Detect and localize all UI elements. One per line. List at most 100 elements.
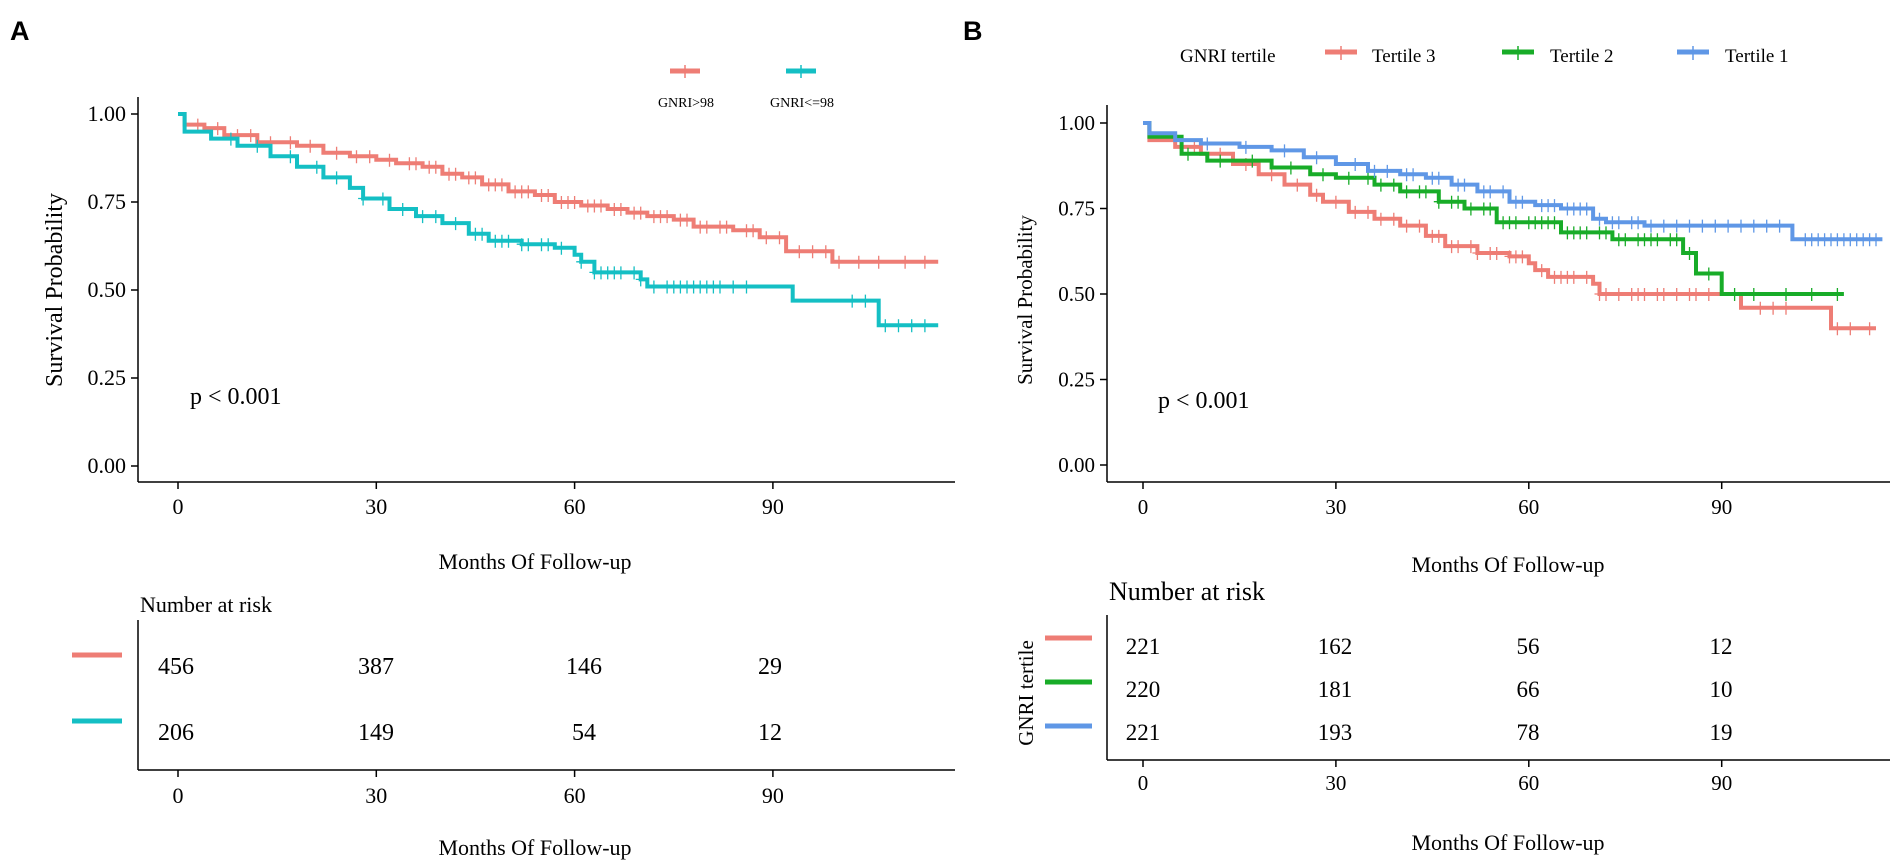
censor-mark-tertile-2	[1388, 178, 1399, 192]
censor-mark-gnri-high	[470, 171, 481, 185]
censor-mark-tertile-2	[1601, 226, 1611, 240]
censor-mark-tertile-2	[1285, 161, 1296, 175]
censor-mark-tertile-1	[1549, 199, 1560, 213]
censor-mark-tertile-1	[1723, 219, 1734, 233]
censor-mark-tertile-2	[1748, 288, 1759, 301]
censor-mark-tertile-3	[1453, 240, 1464, 254]
censor-mark-gnri-high	[596, 199, 606, 213]
panel-a-xtick-label: 90	[762, 494, 784, 519]
censor-mark-tertile-3	[1703, 288, 1714, 301]
censor-mark-gnri-low	[715, 280, 725, 294]
censor-mark-tertile-3	[1781, 301, 1791, 315]
censor-mark-tertile-2	[1781, 288, 1791, 301]
censor-mark-tertile-1	[1761, 219, 1772, 233]
censor-mark-tertile-1	[1382, 164, 1393, 178]
censor-mark-tertile-1	[1581, 202, 1592, 216]
censor-mark-tertile-3	[1658, 288, 1669, 301]
panel-b-label: B	[963, 16, 983, 46]
censor-mark-tertile-3	[1433, 229, 1444, 243]
censor-mark-gnri-high	[384, 153, 395, 167]
censor-mark-gnri-low	[648, 280, 659, 294]
censor-mark-tertile-1	[1517, 195, 1528, 209]
panel-b-ylabel: Survival Probability	[1013, 215, 1037, 385]
censor-mark-tertile-2	[1420, 185, 1431, 199]
censor-mark-tertile-1	[1684, 219, 1695, 233]
censor-mark-gnri-high	[212, 122, 223, 136]
censor-mark-gnri-high	[635, 206, 646, 220]
censor-mark-tertile-1	[1774, 219, 1785, 233]
censor-mark-gnri-low	[450, 217, 461, 231]
risk-value-tertile-2: 66	[1517, 677, 1540, 702]
censor-mark-tertile-2	[1684, 247, 1695, 260]
censor-mark-tertile-1	[1594, 212, 1605, 226]
panel-a-risk-xtick-label: 0	[173, 783, 184, 808]
censor-mark-tertile-2	[1318, 168, 1328, 182]
risk-value-tertile-2: 10	[1710, 677, 1733, 702]
censor-mark-tertile-3	[1330, 195, 1341, 209]
censor-mark-tertile-3	[1517, 250, 1528, 264]
censor-mark-tertile-3	[1465, 240, 1476, 254]
panel-b-xlabel: Months Of Follow-up	[1411, 552, 1604, 577]
censor-mark-tertile-1	[1408, 168, 1419, 182]
risk-value-tertile-3: 56	[1517, 634, 1540, 659]
censor-mark-gnri-low	[728, 280, 739, 294]
censor-mark-tertile-1	[1613, 216, 1624, 230]
censor-mark-tertile-3	[1639, 288, 1650, 301]
panel-a-ytick-label: 0.00	[88, 453, 127, 478]
censor-mark-tertile-3	[1864, 322, 1875, 336]
censor-mark-tertile-2	[1671, 233, 1682, 247]
panel-a-risk-xlabel: Months Of Follow-up	[438, 835, 631, 860]
panel-b-risk-title: Number at risk	[1109, 577, 1265, 606]
censor-mark-gnri-low	[397, 203, 408, 216]
censor-mark-tertile-3	[1414, 219, 1425, 233]
risk-value-tertile-3: 162	[1318, 634, 1353, 659]
censor-mark-tertile-2	[1401, 185, 1412, 199]
censor-mark-tertile-1	[1710, 219, 1721, 233]
censor-mark-gnri-high	[807, 245, 818, 259]
censor-mark-gnri-low	[893, 319, 904, 333]
censor-mark-tertile-1	[1202, 137, 1213, 151]
censor-mark-tertile-3	[1613, 288, 1624, 301]
censor-mark-gnri-low	[358, 192, 369, 206]
panel-b-legend: GNRI tertile Tertile 3 Tertile 2 Tertile…	[1180, 46, 1789, 67]
censor-mark-tertile-1	[1633, 216, 1644, 230]
censor-mark-tertile-3	[1832, 322, 1843, 336]
censor-mark-gnri-high	[543, 189, 554, 202]
censor-mark-tertile-3	[1601, 288, 1611, 301]
censor-mark-gnri-low	[523, 238, 534, 252]
censor-mark-tertile-2	[1465, 202, 1476, 216]
panel-b-pvalue: p < 0.001	[1158, 388, 1250, 414]
censor-mark-tertile-1	[1433, 171, 1444, 185]
panel-a-xlabel: Months Of Follow-up	[438, 549, 631, 574]
legend-label-tertile-2: Tertile 2	[1550, 46, 1614, 67]
censor-mark-tertile-1	[1736, 219, 1746, 233]
risk-value-gnri-high: 146	[566, 654, 602, 680]
censor-mark-gnri-low	[377, 192, 388, 206]
censor-mark-tertile-3	[1388, 212, 1399, 226]
censor-mark-gnri-high	[873, 255, 884, 269]
censor-mark-gnri-low	[331, 171, 342, 185]
censor-mark-gnri-high	[682, 213, 692, 227]
panel-a-ytick-label: 1.00	[88, 101, 127, 126]
panel-a-risk-xtick-label: 60	[564, 783, 586, 808]
censor-mark-gnri-high	[701, 220, 712, 234]
censor-mark-tertile-1	[1459, 178, 1470, 192]
censor-mark-tertile-2	[1433, 195, 1444, 209]
panel-a-plot: 0 30 60 90 0.00 0.25 0.50 0.75 1.00 Survival Pro…	[42, 97, 955, 574]
censor-mark-tertile-3	[1755, 301, 1766, 315]
panel-b-risk-xlabel: Months Of Follow-up	[1411, 830, 1604, 855]
censor-mark-gnri-low	[285, 150, 296, 164]
censor-mark-gnri-low	[919, 319, 930, 333]
km-curve-tertile-1	[1143, 121, 1883, 242]
censor-mark-tertile-2	[1729, 288, 1740, 301]
censor-mark-gnri-high	[662, 210, 673, 224]
censor-mark-tertile-3	[1472, 247, 1483, 260]
panel-b-xtick-label: 30	[1325, 495, 1346, 519]
censor-mark-tertile-2	[1652, 233, 1663, 247]
censor-mark-tertile-1	[1311, 151, 1322, 165]
panel-a-label: A	[10, 16, 30, 46]
panel-b-plot: 0 30 60 90 0.00 0.25 0.50 0.75 1.00 Survival Pro…	[1013, 105, 1890, 577]
censor-mark-tertile-2	[1215, 154, 1226, 168]
censor-mark-gnri-high	[192, 118, 203, 132]
censor-mark-gnri-low	[311, 160, 322, 174]
